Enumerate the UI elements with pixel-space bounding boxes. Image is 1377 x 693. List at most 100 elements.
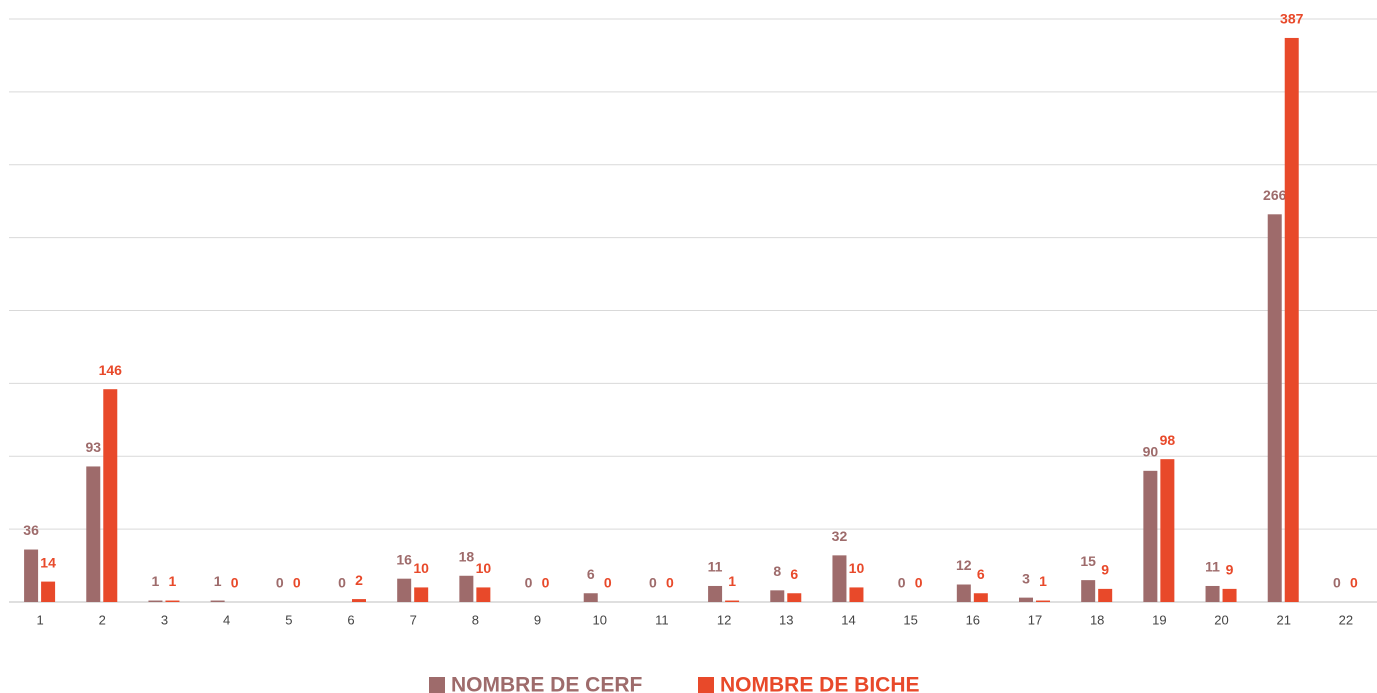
x-tick-label: 22	[1339, 612, 1353, 627]
bar	[1081, 580, 1096, 602]
bar	[41, 581, 56, 602]
legend-label: NOMBRE DE CERF	[451, 674, 643, 693]
bar	[459, 575, 474, 602]
x-tick-label: 5	[285, 612, 292, 627]
data-label: 9	[1101, 562, 1109, 578]
data-label: 0	[293, 575, 301, 591]
legend-swatch	[429, 677, 445, 693]
x-tick-label: 11	[655, 612, 669, 627]
x-tick-label: 13	[779, 612, 793, 627]
data-label: 12	[956, 557, 972, 573]
data-label: 0	[276, 575, 284, 591]
bar	[210, 600, 225, 602]
x-tick-label: 17	[1028, 612, 1042, 627]
data-label: 6	[790, 566, 798, 582]
data-label: 93	[85, 439, 101, 455]
data-label: 36	[23, 522, 39, 538]
data-label: 3	[1022, 570, 1030, 586]
x-tick-label: 18	[1090, 612, 1104, 627]
x-tick-label: 14	[841, 612, 855, 627]
data-label: 15	[1080, 553, 1096, 569]
bar	[1267, 214, 1282, 602]
data-label: 16	[396, 551, 412, 567]
data-label: 0	[231, 575, 239, 591]
data-label: 0	[1333, 575, 1341, 591]
data-label: 0	[666, 575, 674, 591]
data-label: 1	[169, 573, 177, 589]
data-label: 387	[1280, 11, 1304, 27]
x-tick-label: 3	[161, 612, 168, 627]
data-label: 1	[1039, 573, 1047, 589]
data-label: 10	[476, 560, 492, 576]
x-tick-label: 10	[592, 612, 606, 627]
bar	[414, 587, 429, 602]
data-label: 10	[413, 560, 429, 576]
data-label: 0	[1350, 575, 1358, 591]
data-label: 9	[1226, 562, 1234, 578]
bar	[849, 587, 864, 602]
bar	[973, 593, 988, 602]
bar	[397, 578, 412, 602]
bar	[1222, 588, 1237, 602]
x-tick-label: 21	[1276, 612, 1290, 627]
bar	[770, 590, 785, 602]
x-tick-label: 8	[472, 612, 479, 627]
data-label: 146	[99, 362, 123, 378]
x-tick-label: 12	[717, 612, 731, 627]
data-label: 1	[152, 573, 160, 589]
data-label: 6	[587, 566, 595, 582]
bar	[956, 584, 971, 602]
data-label: 1	[728, 573, 736, 589]
bar	[583, 593, 598, 602]
x-tick-label: 4	[223, 612, 230, 627]
data-label: 8	[773, 563, 781, 579]
bar	[1160, 459, 1175, 602]
bar	[86, 466, 101, 602]
data-label: 0	[338, 575, 346, 591]
bar	[1019, 597, 1033, 602]
x-tick-label: 15	[903, 612, 917, 627]
x-tick-label: 19	[1152, 612, 1166, 627]
data-label: 266	[1263, 187, 1287, 203]
data-label: 0	[542, 575, 550, 591]
bar	[1098, 588, 1113, 602]
bar	[725, 600, 740, 602]
data-label: 10	[849, 560, 865, 576]
data-label: 6	[977, 566, 985, 582]
bar	[1205, 585, 1220, 602]
x-tick-label: 6	[347, 612, 354, 627]
bar	[352, 599, 366, 602]
data-label: 32	[832, 528, 848, 544]
data-label: 0	[525, 575, 533, 591]
data-label: 90	[1143, 444, 1159, 460]
data-label: 11	[708, 559, 723, 575]
bar	[148, 600, 163, 602]
data-label: 14	[40, 554, 56, 570]
x-tick-label: 2	[99, 612, 106, 627]
data-label: 98	[1160, 432, 1176, 448]
data-label: 0	[915, 575, 923, 591]
bar	[1036, 600, 1050, 602]
data-label: 0	[649, 575, 657, 591]
data-label: 0	[604, 575, 612, 591]
bar	[165, 600, 180, 602]
x-tick-label: 9	[534, 612, 541, 627]
bar	[476, 587, 491, 602]
bar	[1284, 37, 1299, 602]
x-tick-label: 16	[966, 612, 980, 627]
data-label: 0	[898, 575, 906, 591]
data-label: 1	[214, 573, 222, 589]
bar	[708, 585, 723, 602]
data-label: 11	[1205, 559, 1220, 575]
legend-label: NOMBRE DE BICHE	[720, 674, 920, 693]
data-label: 2	[355, 572, 363, 588]
x-tick-label: 1	[36, 612, 43, 627]
x-tick-label: 20	[1214, 612, 1228, 627]
x-tick-label: 7	[410, 612, 417, 627]
bar	[787, 593, 802, 602]
bar	[24, 549, 39, 602]
bar	[832, 555, 847, 602]
bar	[1143, 470, 1158, 602]
data-label: 18	[459, 548, 475, 564]
